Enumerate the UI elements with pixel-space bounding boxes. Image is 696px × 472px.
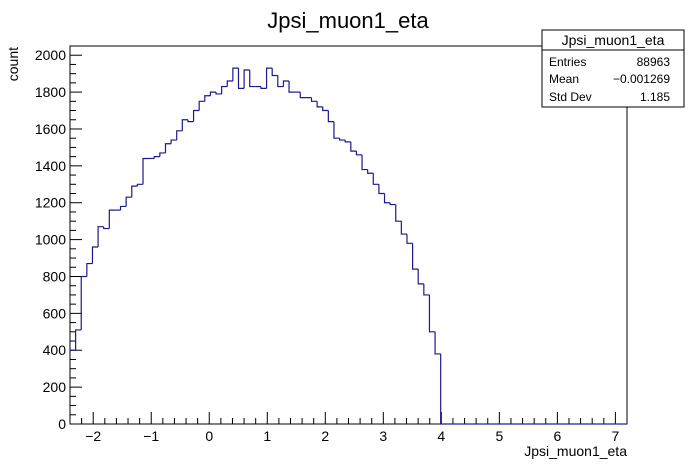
- histogram-bin: [372, 173, 379, 185]
- histogram-bin: [434, 331, 441, 355]
- histogram-bin: [142, 157, 149, 185]
- histogram-bin: [412, 243, 419, 270]
- histogram-bin: [198, 100, 205, 111]
- histogram-bins: [70, 67, 627, 425]
- histogram-bin: [338, 138, 346, 141]
- x-tick-label: 1: [263, 428, 271, 444]
- histogram-bin: [221, 85, 228, 94]
- histogram-bin: [440, 353, 447, 425]
- y-tick-label: 2000: [35, 47, 66, 63]
- stats-stddev-label: Std Dev: [549, 90, 592, 104]
- x-tick-label: 7: [611, 428, 619, 444]
- y-axis-label: count: [5, 47, 21, 81]
- x-tick-label: 6: [553, 428, 561, 444]
- y-tick-label: 600: [43, 305, 67, 321]
- histogram-bin: [282, 80, 290, 87]
- histogram-bin: [367, 169, 374, 174]
- y-tick-label: 0: [58, 416, 66, 432]
- histogram-bin: [125, 196, 132, 207]
- x-tick-label: 4: [437, 428, 445, 444]
- y-tick-label: 1200: [35, 195, 66, 211]
- y-tick-label: 200: [43, 379, 67, 395]
- stats-mean-value: −0.001269: [613, 72, 670, 86]
- histogram-bin: [226, 80, 233, 87]
- y-tick-label: 400: [43, 342, 67, 358]
- histogram-bin: [86, 262, 93, 277]
- histogram-bin: [350, 141, 357, 152]
- stats-box-frame: [541, 29, 685, 108]
- histogram-bin: [344, 140, 351, 143]
- x-tick-label: 3: [379, 428, 387, 444]
- histogram-bin: [428, 294, 436, 333]
- histogram-bin: [249, 69, 256, 88]
- histogram-bin: [204, 95, 211, 102]
- histogram-bin: [260, 86, 267, 90]
- histogram-bin: [361, 154, 368, 171]
- histogram-bin: [209, 91, 217, 96]
- x-axis: −2 −1 0 1 2 3 4 5 6 7: [69, 412, 628, 444]
- histogram-bin: [327, 110, 334, 123]
- histogram-bin: [75, 329, 82, 351]
- y-tick-label: 1600: [35, 121, 66, 137]
- stats-entries-value: 88963: [637, 55, 671, 69]
- x-tick-label: 2: [321, 428, 329, 444]
- histogram-bin: [97, 226, 104, 247]
- histogram-bin: [395, 204, 402, 222]
- stats-stddev-value: 1.185: [640, 90, 670, 104]
- histogram-bin: [378, 184, 385, 195]
- y-tick-label: 1400: [35, 158, 66, 174]
- chart-title: Jpsi_muon1_eta: [267, 8, 429, 33]
- histogram-bin: [215, 92, 222, 95]
- x-tick-label: 5: [495, 428, 503, 444]
- y-tick-label: 800: [43, 268, 67, 284]
- histogram-bin: [400, 221, 407, 235]
- histogram-bin: [322, 106, 329, 112]
- stats-mean-label: Mean: [549, 72, 579, 86]
- histogram-bin: [316, 101, 323, 108]
- x-tick-label: −2: [85, 428, 101, 444]
- histogram-bin: [187, 119, 194, 123]
- histogram-bin: [243, 69, 250, 89]
- stats-box: Jpsi_muon1_eta Entries 88963 Mean −0.001…: [541, 29, 685, 108]
- histogram-bin: [333, 121, 340, 139]
- histogram-bin: [383, 193, 391, 204]
- x-axis-label: Jpsi_muon1_eta: [524, 443, 627, 459]
- histogram-bin: [131, 185, 138, 198]
- histogram-bin: [159, 152, 166, 157]
- histogram-bin: [232, 67, 239, 82]
- histogram-bin: [406, 234, 413, 244]
- y-tick-label: 1800: [35, 84, 66, 100]
- histogram-bin: [108, 209, 115, 229]
- histogram-bin: [277, 75, 284, 88]
- y-axis: 0 200 400 600 800 1000 1200 1400 1600 1800 2000: [35, 45, 82, 432]
- histogram-bin: [265, 67, 273, 89]
- x-tick-label: 0: [205, 428, 213, 444]
- stats-box-title: Jpsi_muon1_eta: [562, 32, 665, 48]
- histogram-bin: [423, 283, 430, 296]
- histogram-bin: [164, 143, 172, 153]
- histogram-bin: [299, 92, 306, 99]
- y-tick-label: 1000: [35, 232, 66, 248]
- histogram-bin: [119, 205, 127, 211]
- histogram-bin: [181, 119, 188, 131]
- histogram-bin: [192, 109, 200, 122]
- histogram-bin: [310, 97, 318, 102]
- histogram-bin: [80, 275, 87, 330]
- histogram-bin: [103, 226, 110, 230]
- histogram-bin: [288, 81, 295, 93]
- x-tick-label: −1: [143, 428, 159, 444]
- histogram-bin: [417, 269, 424, 285]
- histogram-bin: [91, 246, 99, 264]
- histogram-bin: [136, 183, 144, 187]
- histogram-bin: [355, 151, 363, 156]
- histogram-bin: [237, 68, 245, 90]
- histogram-bin: [153, 156, 160, 159]
- stats-entries-label: Entries: [549, 55, 586, 69]
- histogram-bin: [170, 139, 177, 144]
- histogram-bin: [176, 130, 183, 141]
- histogram-bin: [271, 68, 278, 77]
- histogram-bin: [389, 202, 396, 206]
